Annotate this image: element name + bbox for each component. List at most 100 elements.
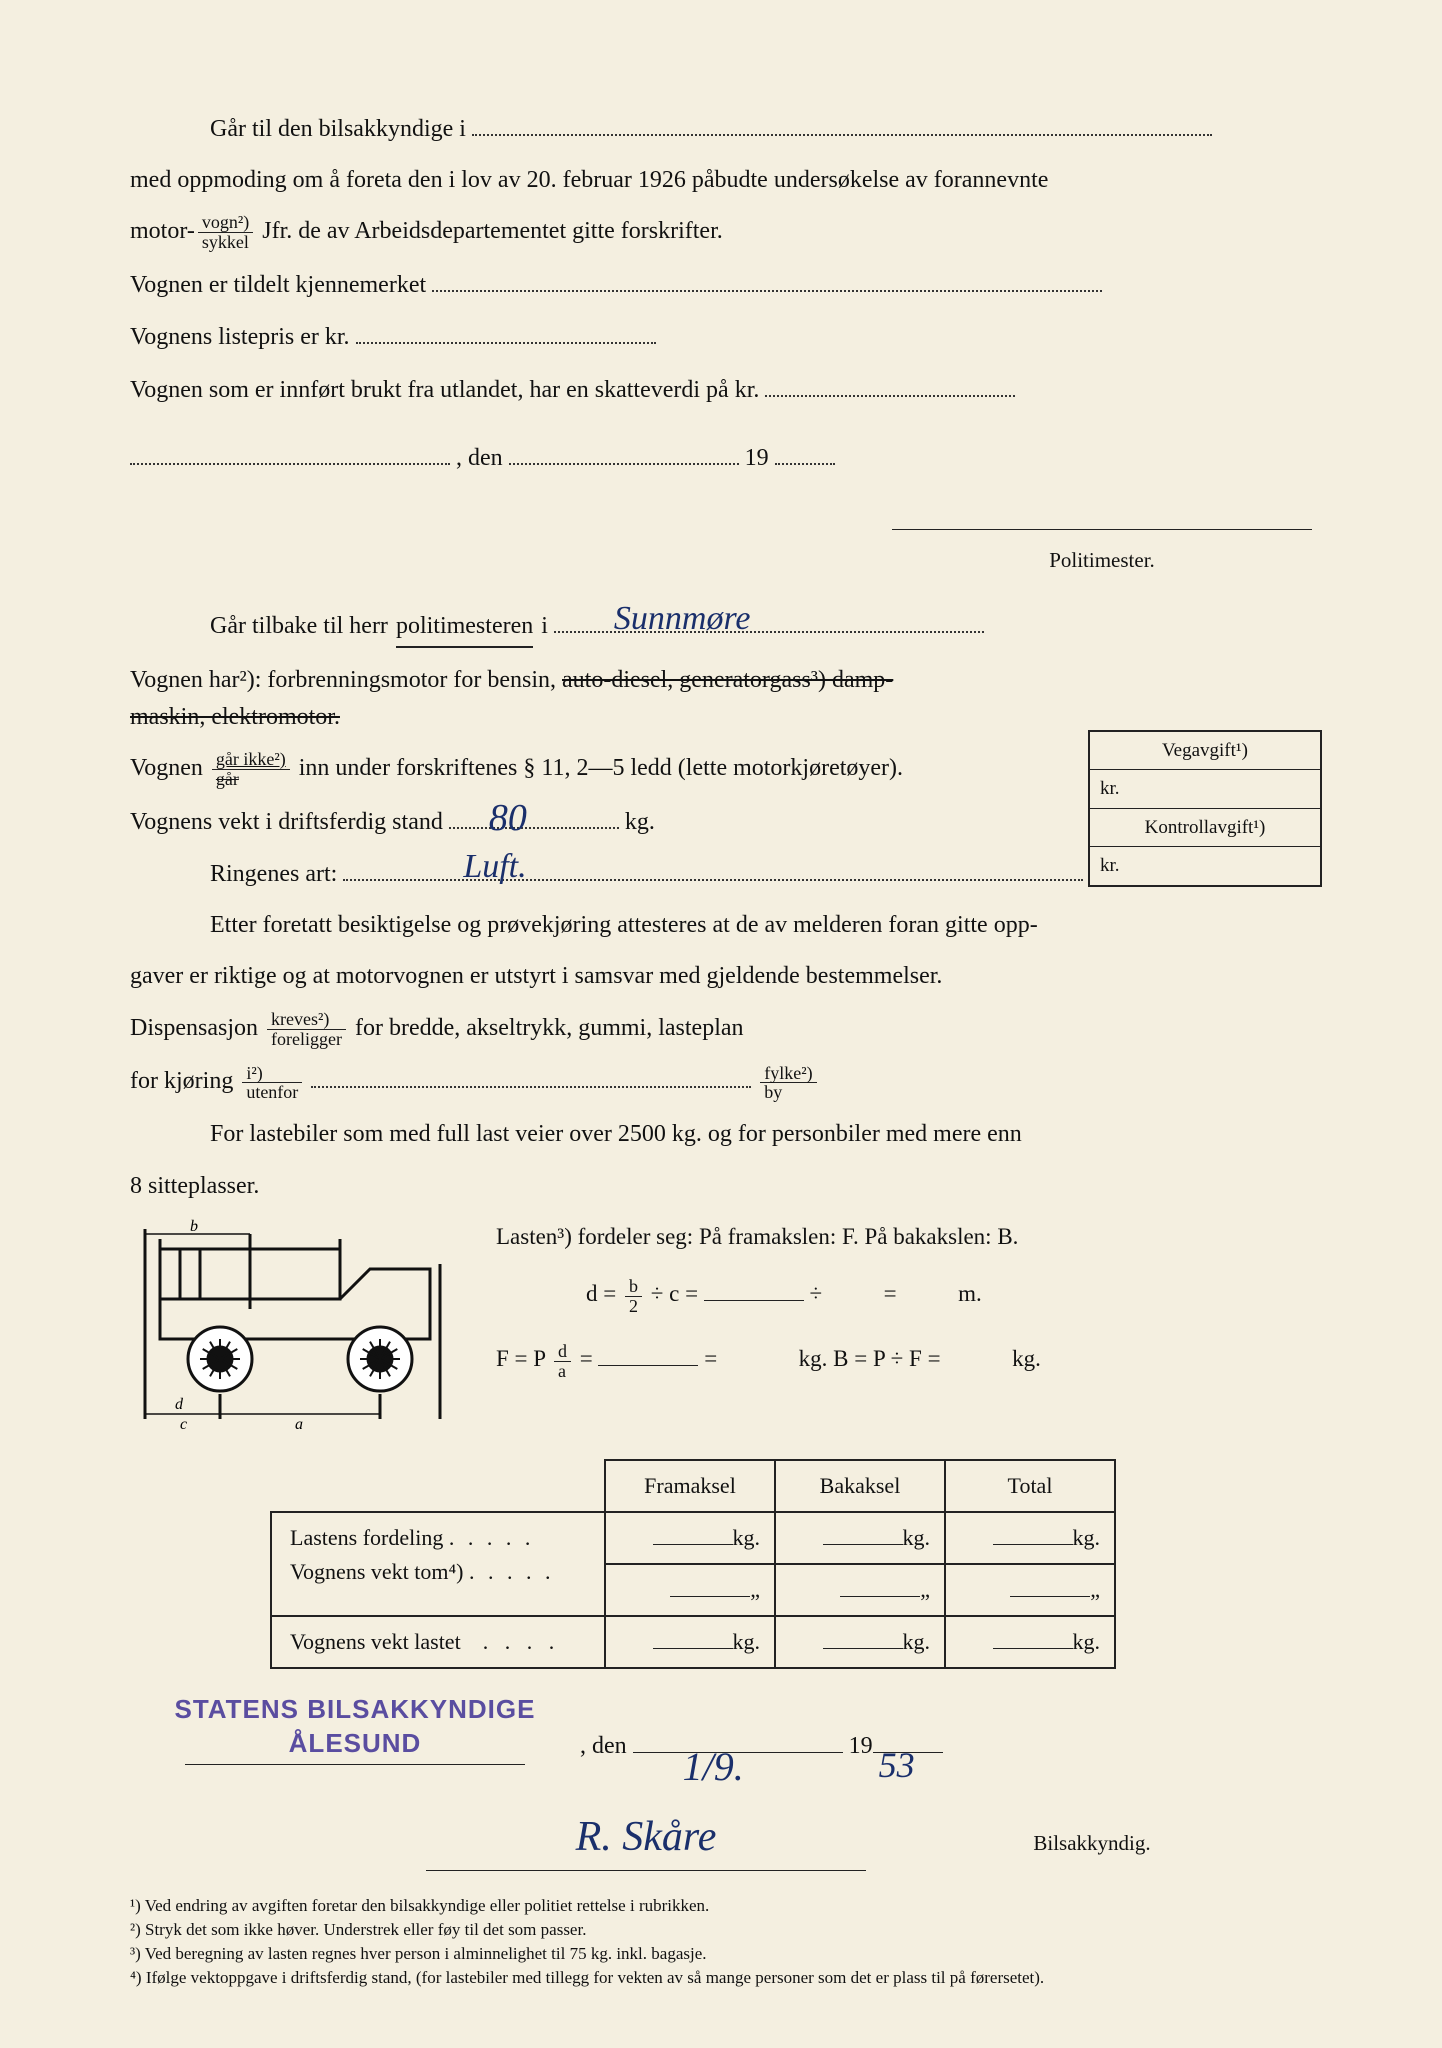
text: For lastebiler som med full last veier o… [210,1121,1022,1147]
line: Vognen går ikke²)går inn under forskrift… [130,750,920,789]
blank-filled: 80 [449,803,619,829]
svg-text:b: b [190,1219,198,1235]
line: Vognens listepris er kr. [130,318,1312,356]
col-header: Total [945,1460,1115,1512]
weights-table: Framaksel Bakaksel Total Lastens fordeli… [270,1459,1116,1669]
fraction: kreves²)foreligger [267,1010,346,1049]
line: Vognen har²): forbrenningsmotor for bens… [130,662,920,736]
line: Vognen som er innført brukt fra utlandet… [130,371,1312,409]
fee-title: Vegavgift¹) [1090,732,1320,769]
paragraph: gaver er riktige og at motorvognen er ut… [130,958,1312,995]
handwritten-signature: R. Skåre [576,1814,717,1860]
fee-title: Kontrollavgift¹) [1090,808,1320,846]
line: Dispensasjon kreves²)foreligger for bred… [130,1010,1312,1049]
signature-label: Bilsakkyndig. [872,1827,1312,1860]
text: kg. [625,809,655,835]
blank [509,439,739,465]
fraction: går ikke²)går [212,750,290,789]
paragraph: For lastebiler som med full last veier o… [210,1116,1312,1153]
fee-kr: kr. [1090,846,1320,884]
text: Vognens vekt i driftsferdig stand [130,809,443,835]
handwritten-year: 53 [879,1738,915,1794]
formula-block: Lasten³) fordeler seg: På framakslen: F.… [496,1219,1041,1381]
equation: F = P da = = kg. B = P ÷ F = kg. [496,1341,1041,1380]
document-page: Går til den bilsakkyndige i med oppmodin… [0,0,1442,2048]
handwritten-tyres: Luft. [463,841,526,894]
text: Vognen som er innført brukt fra utlandet… [130,377,759,403]
text: motor- [130,218,195,244]
text: , den [456,445,503,471]
fraction: vogn²)sykkel [198,213,253,252]
col-header: Bakaksel [775,1460,945,1512]
struck-text: auto-diesel, generatorgass³) damp- [562,667,893,693]
row-labels: Lastens fordeling Vognens vekt tom⁴) [271,1512,605,1616]
text: Vognen har²): forbrenningsmotor for bens… [130,667,556,693]
fraction: fylke²)by [760,1064,816,1103]
col-header: Framaksel [605,1460,775,1512]
signature-line [892,529,1312,530]
blank-line [472,110,1212,136]
blank [130,439,450,465]
truck-diagram: c d a b [130,1219,460,1441]
fee-box: Vegavgift¹) kr. Kontrollavgift¹) kr. [1088,730,1322,887]
handwritten: Sunnmøre [614,593,751,646]
stamp-line: ÅLESUND [289,1728,422,1758]
blank-filled: Sunnmøre [554,607,984,633]
formula-header: Lasten³) fordeler seg: På framakslen: F.… [496,1219,1041,1255]
handwritten-date: 1/9. [683,1736,744,1798]
text: inn under forskriftenes § 11, 2—5 ledd (… [299,755,903,781]
blank [775,439,835,465]
blank [311,1062,751,1088]
text: 8 sitteplasser. [130,1173,259,1199]
text: med oppmoding om å foreta den i lov av 2… [130,167,1048,193]
text: Vognen er tildelt kjennemerket [130,272,426,298]
date-line: , den 19 [130,439,1312,477]
text: gaver er riktige og at motorvognen er ut… [130,963,942,989]
svg-text:a: a [295,1416,303,1429]
handwritten-weight: 80 [489,789,527,848]
text: i [541,613,548,639]
signature-label: Politimester. [892,544,1312,577]
signature-block: R. Skåre Bilsakkyndig. [130,1805,1312,1871]
text: Går tilbake til herr [210,613,388,639]
text: Dispensasjon [130,1015,258,1041]
line: motor-vogn²)sykkel Jfr. de av Arbeidsdep… [130,213,1312,252]
line: Går tilbake til herr politimesteren i Su… [210,607,1312,647]
stamp-block: STATENS BILSAKKYNDIGE ÅLESUND [130,1693,580,1765]
text: Går til den bilsakkyndige i [210,116,466,142]
text-underlined: politimesteren [396,613,533,639]
footnote: ⁴) Ifølge vektoppgave i driftsferdig sta… [130,1967,1312,1990]
line: med oppmoding om å foreta den i lov av 2… [130,162,1312,199]
footnotes: ¹) Ved endring av avgiften foretar den b… [130,1895,1312,1990]
text: for bredde, akseltrykk, gummi, lasteplan [355,1015,744,1041]
text: Vognens listepris er kr. [130,324,350,350]
signature-block: Politimester. [130,505,1312,579]
line: for kjøring i²)utenfor fylke²)by [130,1062,1312,1102]
fraction: i²)utenfor [242,1064,302,1103]
paragraph: Etter foretatt besiktigelse og prøvekjør… [210,907,1312,944]
blank-line [432,266,1102,292]
svg-text:d: d [175,1396,184,1413]
fee-kr: kr. [1090,769,1320,807]
blank-line [356,318,656,344]
stamp-date-row: STATENS BILSAKKYNDIGE ÅLESUND , den 1/9.… [130,1693,1312,1765]
diagram-formula-row: c d a b Lasten³) fordeler seg: På framak… [130,1219,1312,1441]
line: Går til den bilsakkyndige i [210,110,1312,148]
line: Vognen er tildelt kjennemerket [130,266,1312,304]
text: for kjøring [130,1068,233,1094]
blank-line [765,371,1015,397]
stamp-line: STATENS BILSAKKYNDIGE [130,1693,580,1727]
text: Jfr. de av Arbeidsdepartementet gitte fo… [262,218,723,244]
text: Etter foretatt besiktigelse og prøvekjør… [210,912,1038,938]
text: 19 [745,445,769,471]
paragraph: 8 sitteplasser. [130,1168,1312,1205]
text: Vognen [130,755,203,781]
footnote: ³) Ved beregning av lasten regnes hver p… [130,1943,1312,1966]
equation: d = b2 ÷ c = ÷ = m. [586,1276,1041,1315]
date-area: , den 1/9. 1953 [580,1728,943,1765]
empty-cell [271,1460,605,1512]
blank-filled: Luft. [343,855,1083,881]
svg-text:c: c [180,1416,187,1429]
struck-text: maskin, elektromotor. [130,704,340,730]
footnote: ²) Stryk det som ikke høver. Understrek … [130,1919,1312,1942]
